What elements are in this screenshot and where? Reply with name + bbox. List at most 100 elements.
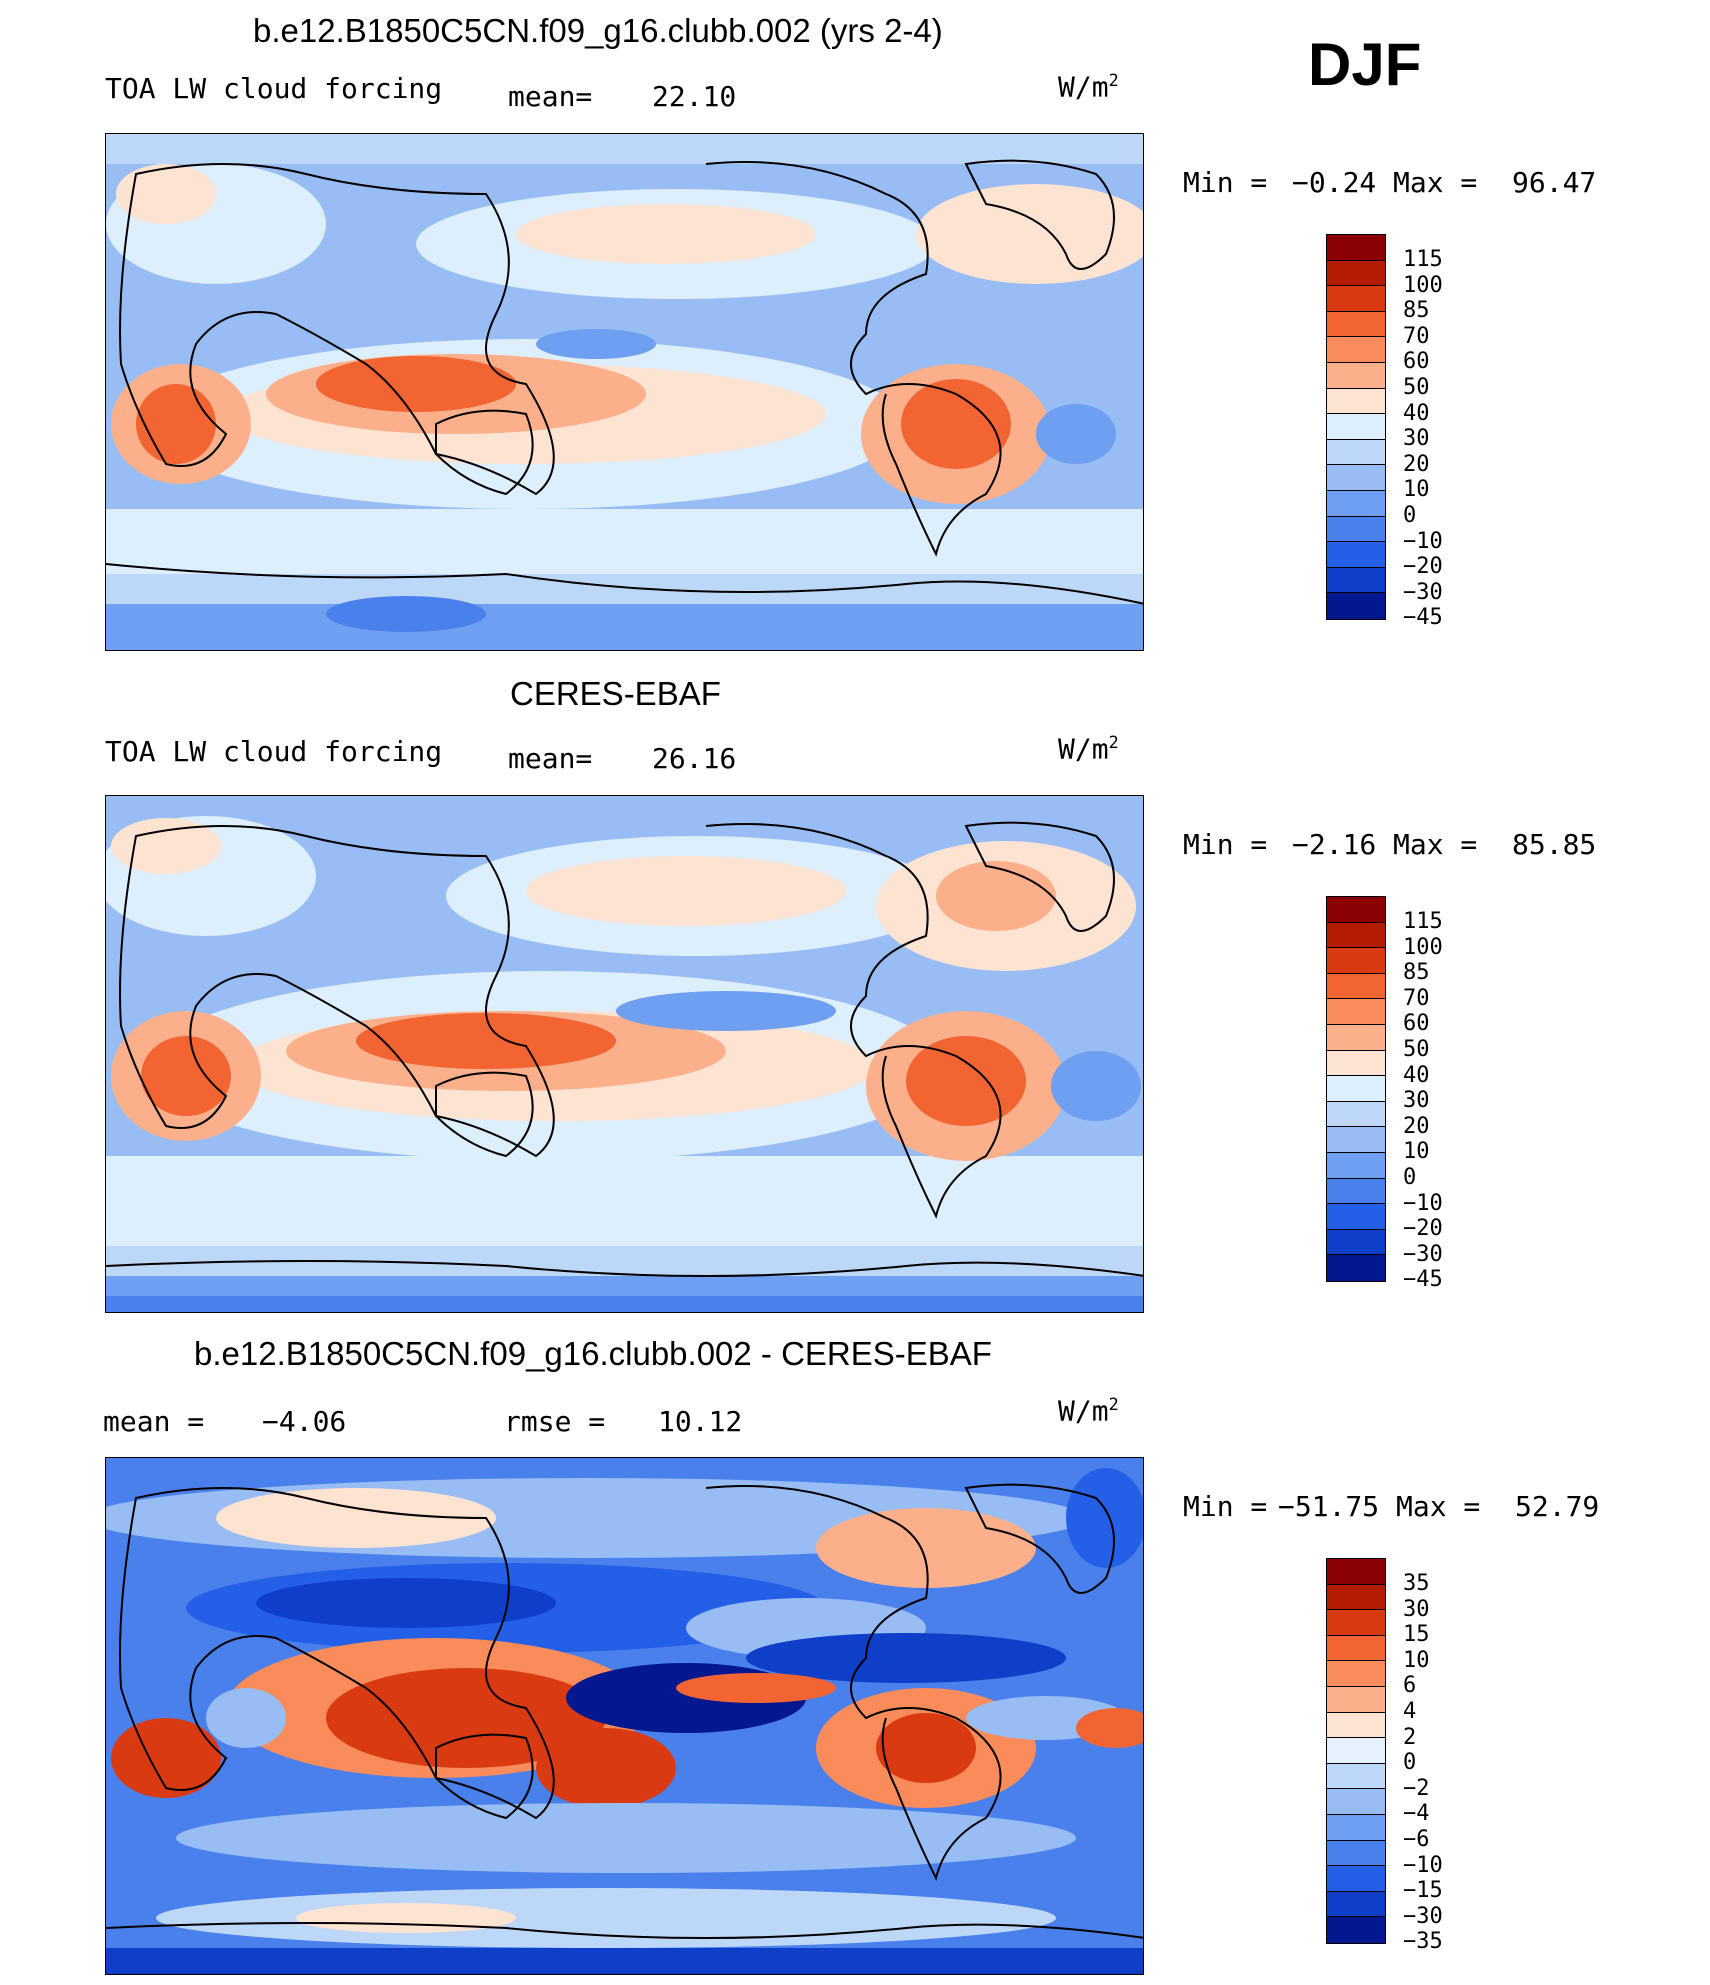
colorbar-segment: [1327, 1635, 1385, 1662]
panel1-min-value: −0.24: [1292, 166, 1377, 199]
colorbar-level-label: 50: [1403, 1036, 1430, 1062]
panel1-colorbar-labels: 115 100 85 70 60 50 40 30 20 10 0 −10 −20 −30 −45: [1403, 247, 1443, 631]
panel1-colorbar: [1326, 234, 1386, 620]
colorbar-level-label: 100: [1403, 272, 1443, 298]
colorbar-segment: [1327, 516, 1385, 543]
colorbar-segment: [1327, 235, 1385, 261]
colorbar-level-label: −4: [1403, 1801, 1430, 1827]
panel1-units: W/m2: [1058, 70, 1119, 103]
panel2-colorbar: [1326, 896, 1386, 1282]
colorbar-segment: [1327, 1712, 1385, 1739]
colorbar-level-label: −20: [1403, 554, 1443, 580]
colorbar-segment: [1327, 1891, 1385, 1918]
colorbar-segment: [1327, 286, 1385, 312]
colorbar-segment: [1327, 490, 1385, 517]
colorbar-segment: [1327, 439, 1385, 466]
colorbar-level-label: 0: [1403, 1750, 1417, 1776]
panel2-min-label: Min =: [1183, 828, 1268, 861]
colorbar-level-label: 70: [1403, 985, 1430, 1011]
colorbar-level-label: 85: [1403, 960, 1430, 986]
panel1-mean-label: mean=: [508, 80, 593, 113]
colorbar-segment: [1327, 1076, 1385, 1102]
colorbar-segment: [1327, 999, 1385, 1025]
panel1-mean-value: 22.10: [652, 80, 737, 113]
panel2-units-exp: 2: [1108, 732, 1119, 752]
colorbar-level-label: −45: [1403, 605, 1443, 631]
panel3-units-exp: 2: [1108, 1394, 1119, 1414]
colorbar-level-label: 60: [1403, 1011, 1430, 1037]
panel3-units: W/m2: [1058, 1394, 1119, 1427]
colorbar-level-label: 115: [1403, 909, 1443, 934]
panel1-units-exp: 2: [1108, 70, 1119, 90]
colorbar-segment: [1327, 465, 1385, 491]
panel2-min-value: −2.16: [1292, 828, 1377, 861]
colorbar-segment: [1327, 260, 1385, 287]
colorbar-segment: [1327, 311, 1385, 338]
colorbar-level-label: −30: [1403, 1903, 1443, 1929]
colorbar-segment: [1327, 388, 1385, 415]
colorbar-segment: [1327, 337, 1385, 363]
colorbar-segment: [1327, 1255, 1385, 1281]
panel3-mean-value: −4.06: [262, 1405, 347, 1438]
colorbar-segment: [1327, 1789, 1385, 1815]
colorbar-level-label: 10: [1403, 1139, 1430, 1165]
panel3-map: [105, 1457, 1144, 1975]
colorbar-segment: [1327, 542, 1385, 568]
colorbar-level-label: 50: [1403, 374, 1430, 400]
colorbar-level-label: 30: [1403, 1088, 1430, 1114]
panel3-min-value: −51.75: [1278, 1490, 1380, 1523]
colorbar-segment: [1327, 1763, 1385, 1790]
panel1-max-label: Max =: [1393, 166, 1478, 199]
colorbar-level-label: 15: [1403, 1622, 1430, 1648]
colorbar-segment: [1327, 1840, 1385, 1867]
colorbar-level-label: −45: [1403, 1267, 1443, 1293]
colorbar-segment: [1327, 1204, 1385, 1230]
panel2-max-value: 85.85: [1512, 828, 1597, 861]
colorbar-segment: [1327, 1610, 1385, 1636]
colorbar-level-label: −30: [1403, 579, 1443, 605]
panel2-colorbar-labels: 115 100 85 70 60 50 40 30 20 10 0 −10 −20 −30 −45: [1403, 909, 1443, 1293]
colorbar-segment: [1327, 1917, 1385, 1943]
colorbar-level-label: 20: [1403, 1113, 1430, 1139]
colorbar-level-label: 100: [1403, 934, 1443, 960]
colorbar-level-label: 6: [1403, 1673, 1417, 1699]
colorbar-segment: [1327, 1101, 1385, 1128]
colorbar-segment: [1327, 362, 1385, 389]
colorbar-level-label: 115: [1403, 247, 1443, 272]
colorbar-segment: [1327, 567, 1385, 594]
colorbar-level-label: −15: [1403, 1878, 1443, 1904]
colorbar-level-label: −2: [1403, 1775, 1430, 1801]
colorbar-segment: [1327, 1024, 1385, 1051]
colorbar-level-label: −20: [1403, 1216, 1443, 1242]
panel3-title: b.e12.B1850C5CN.f09_g16.clubb.002 - CERE…: [194, 1335, 992, 1372]
colorbar-level-label: 0: [1403, 502, 1417, 528]
colorbar-segment: [1327, 1814, 1385, 1841]
colorbar-level-label: 0: [1403, 1164, 1417, 1190]
panel3-rmse-value: 10.12: [658, 1405, 743, 1438]
panel3-colorbar: [1326, 1558, 1386, 1944]
colorbar-level-label: 85: [1403, 298, 1430, 324]
colorbar-level-label: 40: [1403, 1062, 1430, 1088]
colorbar-level-label: 2: [1403, 1724, 1417, 1750]
panel3-colorbar-labels: 35 30 15 10 6 4 2 0 −2 −4 −6 −10 −15 −30 −35: [1403, 1571, 1443, 1955]
colorbar-segment: [1327, 1686, 1385, 1713]
colorbar-segment: [1327, 948, 1385, 974]
colorbar-segment: [1327, 1127, 1385, 1153]
colorbar-segment: [1327, 973, 1385, 1000]
colorbar-segment: [1327, 1738, 1385, 1764]
panel3-max-value: 52.79: [1515, 1490, 1600, 1523]
season-label: DJF: [1308, 31, 1422, 98]
colorbar-level-label: 10: [1403, 477, 1430, 503]
panel1-min-label: Min =: [1183, 166, 1268, 199]
panel2-title: CERES-EBAF: [510, 675, 721, 712]
panel2-mean-label: mean=: [508, 742, 593, 775]
panel1-contour-field: [106, 134, 1143, 650]
panel2-mean-value: 26.16: [652, 742, 737, 775]
colorbar-segment: [1327, 1050, 1385, 1077]
colorbar-segment: [1327, 922, 1385, 949]
colorbar-segment: [1327, 1229, 1385, 1256]
panel2-max-label: Max =: [1393, 828, 1478, 861]
colorbar-level-label: −10: [1403, 1190, 1443, 1216]
colorbar-level-label: −30: [1403, 1241, 1443, 1267]
panel1-title: b.e12.B1850C5CN.f09_g16.clubb.002 (yrs 2…: [253, 12, 943, 49]
